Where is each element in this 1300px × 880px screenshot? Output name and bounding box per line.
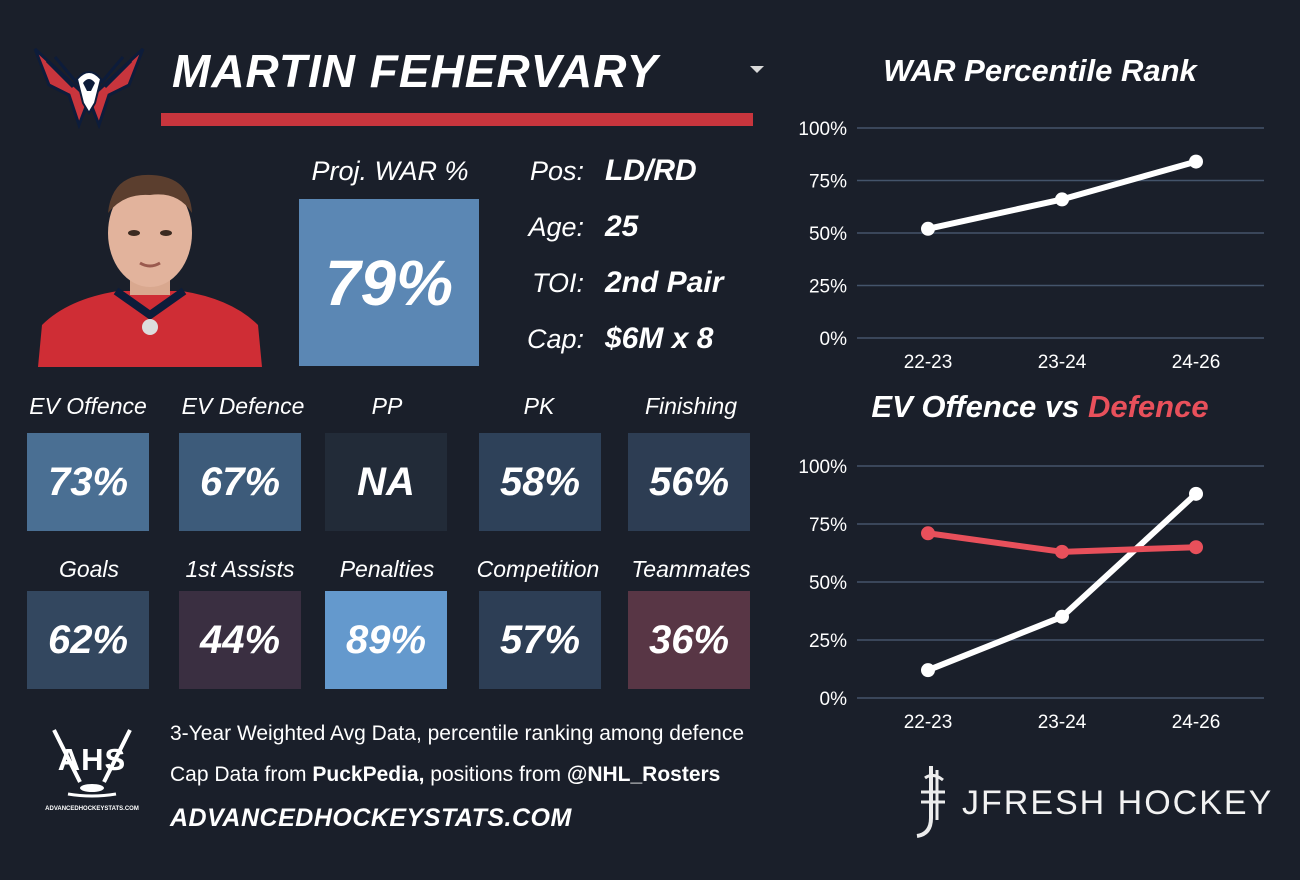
ev-chart-series-0-point [1189,486,1203,501]
stat-label-pk: PK [523,393,555,419]
ahs-sticks-icon [52,729,132,798]
stat-finishing: 56% [628,433,750,531]
pos-label: Pos: [529,156,584,186]
stat-label-pp: PP [371,393,403,419]
brand-name: JFRESH HOCKEY [962,784,1274,822]
stat-label-finishing: Finishing [644,393,738,419]
war-chart-series-0-point [1055,192,1069,207]
stat-competition: 57% [479,591,601,689]
ev-chart-xtick-label: 23-24 [1038,712,1087,733]
footer-mid: positions from [424,763,567,786]
stat-ev-offence: 73% [27,433,149,531]
age-value: 25 [605,210,639,243]
ev-chart-title: EV Offence vs Defence [840,389,1240,425]
ev-chart-ytick-label: 100% [798,457,847,478]
war-percentile-chart: 0% 25% 50% 75% 100% 22-23 23-24 24-26 [798,119,1264,373]
ev-title-offence: EV Offence vs [871,389,1088,424]
stat-ev-defence: 67% [179,433,301,531]
ev-chart-series-1-point [921,526,935,541]
war-chart-xtick-label: 24-26 [1172,352,1221,373]
stat-pk: 58% [479,433,601,531]
ev-chart-series-0-point [1055,609,1069,624]
ahs-logo-small: ADVANCEDHOCKEYSTATS.COM [45,806,139,812]
ev-chart-series-0-point [921,663,935,678]
dropdown-icon[interactable] [750,66,764,73]
war-chart-ytick-label: 0% [820,329,848,350]
stat-label-penalties: Penalties [339,556,435,582]
toi-value: 2nd Pair [605,266,724,299]
footer-note-1: 3-Year Weighted Avg Data, percentile ran… [170,722,744,745]
jfresh-logo [916,766,945,838]
ahs-logo: AHS ADVANCEDHOCKEYSTATS.COM [40,724,144,820]
ev-chart-ytick-label: 75% [809,515,847,536]
war-chart-ytick-label: 75% [809,172,847,193]
stat-penalties: 89% [325,591,447,689]
cap-label: Cap: [526,324,584,354]
war-chart-ytick-label: 25% [809,277,847,298]
cap-value: $6M x 8 [605,322,714,355]
capitals-logo [33,47,145,129]
ev-chart-xtick-label: 24-26 [1172,712,1221,733]
toi-label: TOI: [531,268,584,298]
war-chart-series-0-point [1189,154,1203,169]
nhl-rosters-link[interactable]: @NHL_Rosters [566,763,721,786]
stat-label-ev-defence: EV Defence [181,393,305,419]
war-chart-series-0-point [921,221,935,236]
ev-chart-xtick-label: 22-23 [904,712,953,733]
player-name: MARTIN FEHERVARY [172,45,659,97]
ahs-logo-text: AHS [57,742,127,777]
name-underline [161,113,753,126]
war-chart-ytick-label: 100% [798,119,847,140]
stat-label-competition: Competition [476,556,600,582]
stat-1st-assists: 44% [179,591,301,689]
stat-label-ev-offence: EV Offence [29,393,147,419]
player-headshot [38,165,262,367]
puckpedia-link[interactable]: PuckPedia, [312,763,425,786]
age-label: Age: [528,212,584,242]
stat-label-goals: Goals [58,556,120,582]
footer-prefix: Cap Data from [170,763,313,786]
pos-value: LD/RD [605,154,697,187]
stat-teammates: 36% [628,591,750,689]
war-chart-title: WAR Percentile Rank [883,53,1197,88]
proj-war-value: 79% [299,199,479,366]
footer-note-2: Cap Data from PuckPedia, positions from … [170,763,720,787]
proj-war-label: Proj. WAR % [311,156,469,186]
war-chart-xtick-label: 22-23 [904,352,953,373]
ev-chart-ytick-label: 25% [809,631,847,652]
ev-chart-series-1-point [1055,544,1069,559]
war-chart-ytick-label: 50% [809,224,847,245]
site-link[interactable]: ADVANCEDHOCKEYSTATS.COM [170,804,572,832]
stat-goals: 62% [27,591,149,689]
ev-offence-defence-chart: 0% 25% 50% 75% 100% 22-23 23-24 24-26 [798,457,1264,733]
war-chart-xtick-label: 23-24 [1038,352,1087,373]
ev-chart-ytick-label: 50% [809,573,847,594]
stat-pp: NA [325,433,447,531]
ev-chart-ytick-label: 0% [820,689,848,710]
ev-title-defence: Defence [1087,389,1209,424]
ev-chart-series-1-point [1189,540,1203,555]
stat-label-teammates: Teammates [631,556,751,582]
stat-label-1st-assists: 1st Assists [185,556,295,582]
